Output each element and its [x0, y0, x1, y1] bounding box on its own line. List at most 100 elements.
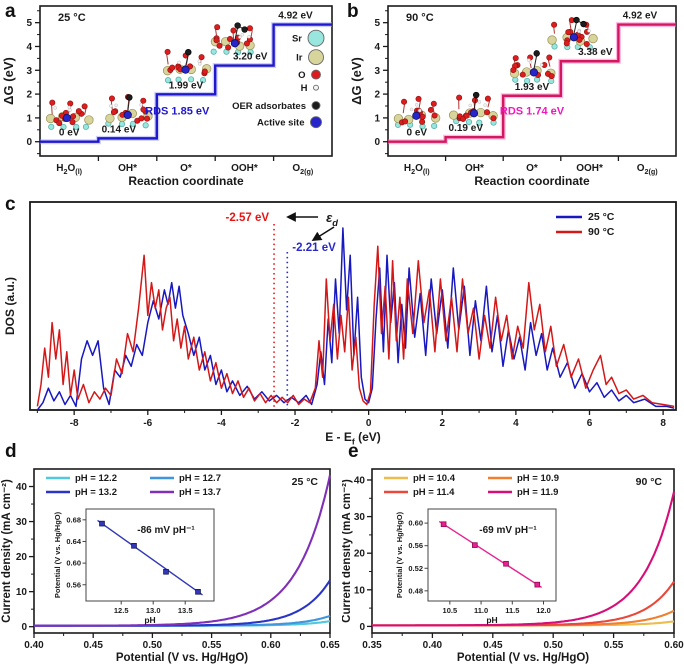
inset-y-tick: 0.64 — [66, 537, 81, 546]
y-tick-label: 3 — [374, 66, 380, 77]
inset-y-title: Potential (V vs. Hg/HgO) — [53, 511, 62, 598]
rds-label: RDS 1.74 eV — [500, 105, 565, 117]
category-label: H2O(l) — [56, 163, 82, 176]
molecule-cluster — [509, 50, 556, 84]
x-tick-label: -2 — [291, 418, 300, 429]
y-tick-label: 30 — [354, 512, 366, 523]
y-tick-label: 5 — [374, 18, 380, 29]
x-axis-title: Potential (V vs. Hg/HgO) — [457, 652, 589, 664]
y-tick-label: 1 — [26, 113, 32, 124]
step-energy-label: 3.38 eV — [578, 47, 613, 58]
molecule-cluster — [448, 91, 498, 126]
legend-label: 25 °C — [588, 211, 615, 223]
x-tick-label: 0.35 — [362, 640, 382, 651]
dos-curve-25c — [36, 227, 675, 411]
inset-data-point — [195, 588, 201, 595]
y-tick-label: 20 — [16, 552, 28, 563]
molecule-cluster — [162, 48, 212, 84]
step-energy-label: 4.92 eV — [278, 11, 313, 22]
inset-x-title: pH — [486, 615, 497, 625]
inset-slope-annotation: -69 mV pH⁻¹ — [479, 525, 537, 536]
x-tick-label: 8 — [660, 418, 666, 429]
d-band-value-25c: -2.21 eV — [292, 242, 336, 254]
y-axis-title: Current density (mA cm⁻²) — [342, 479, 353, 623]
y-tick-label: 2 — [26, 90, 32, 101]
x-tick-label: 0.40 — [24, 640, 44, 651]
y-tick-label: 0 — [21, 622, 27, 633]
lsv-curve-11.9 — [372, 491, 676, 627]
y-axis-title: Current density (mA cm⁻²) — [1, 479, 13, 623]
inset-y-title: Potential (V vs. Hg/HgO) — [395, 511, 404, 598]
rds-label: RDS 1.85 eV — [145, 105, 210, 117]
y-tick-label: 4 — [374, 42, 380, 53]
d-band-value-90c: -2.57 eV — [226, 212, 270, 224]
x-axis-title: Potential (V vs. Hg/HgO) — [116, 652, 248, 664]
category-label: OH* — [118, 163, 137, 174]
legend-label: pH = 13.2 — [75, 487, 117, 498]
y-tick-label: 3 — [26, 66, 32, 77]
inset-x-tick: 12.0 — [536, 606, 551, 615]
H-atom-legend-swatch — [313, 84, 319, 91]
inset-y-tick: 0.60 — [66, 559, 81, 568]
Ir-atom-legend-swatch — [308, 49, 324, 66]
y-tick-label: 1 — [374, 113, 380, 124]
inset-x-tick: 11.0 — [474, 606, 488, 615]
O-atom-legend-swatch — [311, 69, 321, 80]
category-label: OOH* — [231, 163, 258, 174]
molecule-cluster — [105, 93, 153, 129]
legend-label: pH = 10.9 — [517, 473, 559, 484]
y-tick-label: 40 — [16, 482, 28, 493]
x-tick-label: 0.45 — [483, 640, 503, 651]
inset-x-tick: 13.5 — [178, 606, 193, 615]
inset-data-point — [472, 542, 478, 548]
inset-x-tick: 11.5 — [505, 606, 519, 615]
inset-frame — [85, 508, 215, 602]
atom-legend-label: Ir — [296, 53, 303, 64]
atom-legend-label: Active site — [257, 118, 305, 129]
molecule-cluster — [393, 95, 441, 130]
y-tick-label: 10 — [354, 585, 366, 596]
legend-label: pH = 12.2 — [75, 473, 117, 484]
inset-data-point — [99, 520, 105, 527]
step-energy-label: 0 eV — [407, 128, 428, 139]
plot-frame — [39, 5, 333, 157]
atom-legend-label: Sr — [292, 34, 302, 45]
x-tick-label: 2 — [439, 418, 445, 429]
category-label: OOH* — [576, 163, 603, 174]
inset-data-point — [534, 581, 541, 588]
y-axis-title: ΔG (eV) — [349, 57, 364, 105]
y-tick-label: 4 — [26, 42, 32, 53]
y-tick-label: 2 — [374, 90, 380, 101]
temperature-label: 25 °C — [58, 12, 86, 24]
inset-fit-line — [438, 520, 543, 589]
y-tick-label: 30 — [16, 517, 28, 528]
panel-label-e: e — [348, 441, 359, 462]
epsilon-arrow-down — [311, 226, 335, 242]
panel-e-polarization-90c: 0.35 0.40 0.45 0.50 0.55 0.60 0 10 20 30 40 Potenti… — [342, 468, 684, 664]
inset-data-point — [503, 560, 509, 567]
x-tick-label: 0.55 — [202, 640, 222, 651]
x-axis-title: E - Ef (eV) — [325, 430, 381, 445]
energy-step-line — [388, 23, 676, 143]
y-tick-label: 20 — [354, 549, 366, 560]
x-tick-label: 0.40 — [423, 640, 443, 651]
y-tick-label: 5 — [26, 18, 32, 29]
y-axis-title: ΔG (eV) — [1, 57, 16, 105]
y-tick-label: 40 — [354, 475, 366, 486]
panel-label-a: a — [5, 1, 16, 22]
molecule-cluster — [210, 22, 255, 56]
Sr-atom-legend-swatch — [307, 29, 325, 47]
panel-label-d: d — [5, 441, 17, 462]
molecule-cluster — [45, 99, 94, 131]
x-tick-label: 0.60 — [664, 640, 684, 651]
x-tick-label: 6 — [587, 418, 593, 429]
inset-y-tick: 0.60 — [408, 519, 423, 528]
legend-label: 90 °C — [588, 226, 615, 238]
plot-frame — [387, 5, 677, 157]
inset-data-point — [131, 543, 137, 549]
temperature-label: 25 °C — [292, 476, 319, 488]
x-tick-label: -6 — [143, 418, 152, 429]
step-energy-label: 1.93 eV — [515, 82, 550, 93]
y-tick-label: 0 — [26, 137, 32, 148]
